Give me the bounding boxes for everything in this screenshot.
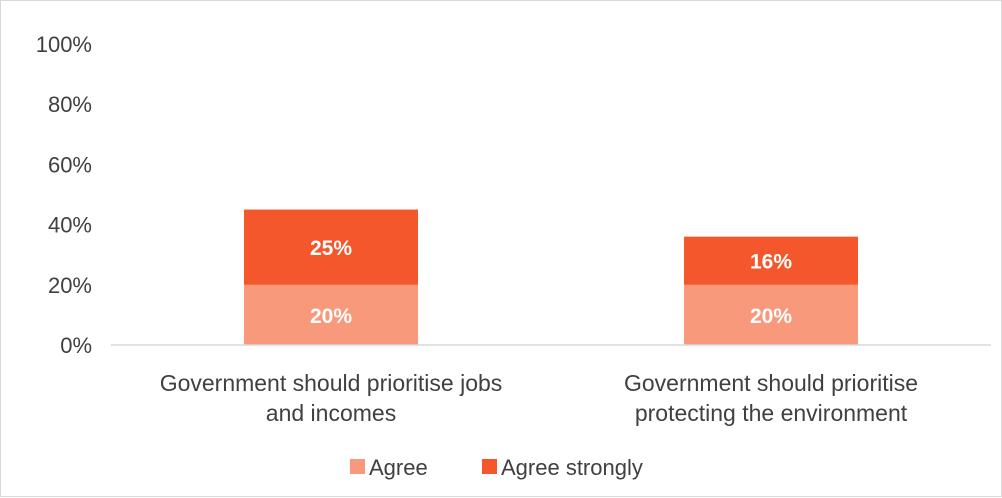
- legend-label: Agree strongly: [501, 455, 643, 480]
- bar-segment: [684, 236, 858, 285]
- legend-swatch: [482, 459, 497, 474]
- y-axis: 0% 20% 40% 60% 80% 100%: [36, 32, 92, 358]
- y-tick-label: 40%: [48, 213, 92, 238]
- y-tick-label: 100%: [36, 32, 92, 57]
- data-label: 25%: [310, 237, 352, 260]
- bar-segment: [244, 209, 418, 285]
- y-tick-label: 0%: [60, 333, 92, 358]
- bar-segment: [244, 284, 418, 345]
- y-tick-label: 60%: [48, 152, 92, 177]
- x-category-label: protecting the environment: [635, 400, 908, 426]
- legend-label: Agree: [369, 455, 428, 480]
- y-tick-label: 20%: [48, 273, 92, 298]
- y-tick-label: 80%: [48, 92, 92, 117]
- x-category-label: Government should prioritise: [624, 370, 918, 396]
- legend: Agree Agree strongly: [350, 455, 643, 480]
- data-label: 20%: [750, 305, 792, 328]
- bars: 20% 25% 20% 16%: [244, 209, 858, 345]
- data-label: 20%: [310, 305, 352, 328]
- bar-segment: [684, 284, 858, 345]
- x-category-label: and incomes: [266, 400, 396, 426]
- x-axis: Government should prioritise jobs and inc…: [160, 370, 918, 426]
- x-category-label: Government should prioritise jobs: [160, 370, 503, 396]
- data-label: 16%: [750, 251, 792, 274]
- legend-swatch: [350, 459, 365, 474]
